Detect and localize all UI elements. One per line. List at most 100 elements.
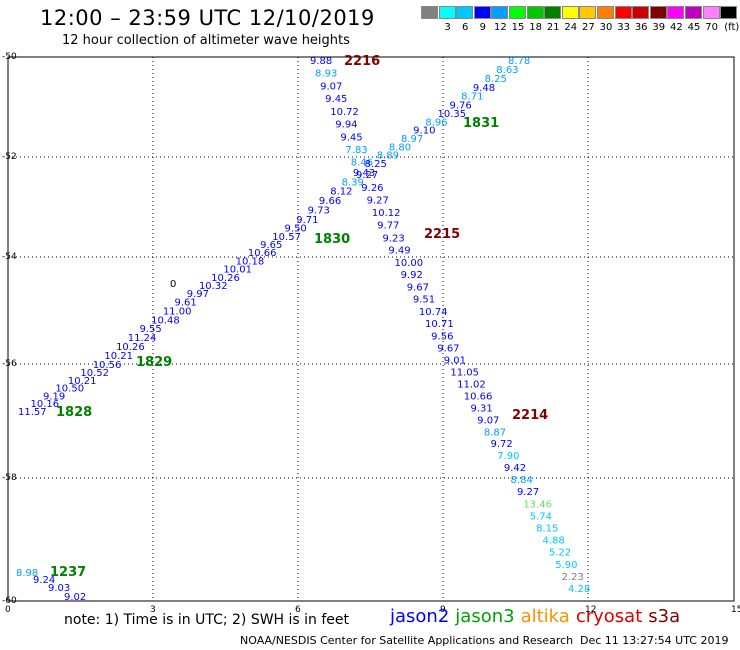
legend-label: 45 (687, 22, 701, 33)
legend-swatch (561, 6, 579, 19)
pass-id-label: 1831 (463, 116, 499, 131)
wave-height-value: 9.48 (473, 83, 495, 94)
legend-unit: (ft) (724, 22, 740, 33)
wave-height-value: 8.84 (511, 475, 533, 486)
wave-height-value: 9.67 (437, 344, 459, 355)
satellite-name: cryosat (575, 606, 643, 627)
wave-height-value: 8.39 (342, 177, 364, 188)
legend-swatch (702, 6, 720, 19)
wave-height-value: 9.65 (260, 240, 282, 251)
wave-height-value: 8.89 (377, 151, 399, 162)
wave-height-value: 2.23 (562, 572, 584, 583)
legend-swatch (579, 6, 597, 19)
legend-swatch (526, 6, 544, 19)
wave-height-value: 8.25 (365, 159, 387, 170)
wave-height-value: 10.74 (419, 307, 448, 318)
legend-label: 12 (494, 22, 507, 33)
footnote: note: 1) Time is in UTC; 2) SWH is in fe… (64, 612, 350, 628)
wave-height-value: 10.21 (104, 351, 133, 362)
wave-height-value: 9.73 (308, 205, 330, 216)
wave-height-value: 10.48 (151, 315, 180, 326)
wave-height-value: 8.15 (536, 523, 558, 534)
wave-height-value: 10.18 (236, 256, 265, 267)
wave-height-value: 9.26 (361, 183, 383, 194)
wave-height-value: 8.98 (16, 568, 38, 579)
wave-height-value: 9.61 (175, 297, 197, 308)
satellite-name: jason3 (455, 606, 515, 627)
wave-height-value: 9.76 (449, 101, 471, 112)
legend-swatch (509, 6, 526, 19)
latitude-label: -54 (2, 252, 17, 262)
map-frame (7, 56, 735, 602)
pass-id-label: 2214 (512, 408, 548, 423)
legend-swatch (649, 6, 667, 19)
pass-id-label: 2216 (344, 54, 380, 69)
legend-swatch (614, 6, 632, 19)
wave-height-value: 10.01 (223, 265, 252, 276)
wave-height-value: 9.31 (470, 403, 492, 414)
wave-height-value: 5.22 (549, 548, 571, 559)
legend-swatch (491, 6, 509, 19)
wave-height-value: 9.72 (491, 439, 513, 450)
wave-height-value: 9.67 (407, 282, 429, 293)
legend-label: 30 (599, 22, 613, 33)
wave-height-value: 9.07 (320, 81, 342, 92)
wave-height-value: 9.27 (356, 170, 378, 181)
longitude-label: 0 (5, 605, 11, 615)
wave-height-value: 9.02 (64, 592, 86, 603)
wave-height-value: 9.51 (413, 295, 435, 306)
wave-height-value: 10.72 (330, 107, 359, 118)
legend-swatch (597, 6, 614, 19)
legend-label: 27 (582, 22, 595, 33)
legend-label: 3 (444, 22, 451, 33)
legend-swatch (667, 6, 685, 19)
pass-id-label: 2215 (424, 227, 460, 242)
wave-height-value: 9.56 (431, 331, 453, 342)
legend-swatch (685, 6, 702, 19)
pass-id-label: 1829 (136, 355, 172, 370)
wave-height-value: 7.83 (345, 145, 367, 156)
wave-height-value: 8.96 (425, 117, 447, 128)
wave-height-value: 9.27 (517, 487, 539, 498)
legend-label: 42 (670, 22, 683, 33)
longitude-label: 3 (150, 605, 156, 615)
latitude-label: -52 (2, 152, 17, 162)
timestamp-text: Dec 11 13:27:54 UTC 2019 (580, 634, 729, 647)
wave-height-value: 10.52 (80, 368, 109, 379)
wave-height-value: 9.43 (353, 168, 375, 179)
wave-height-value: 10.71 (425, 319, 454, 330)
latitude-label: -50 (2, 52, 17, 62)
wave-height-value: 9.55 (139, 324, 161, 335)
satellite-name: altika (520, 606, 570, 627)
map-title: 12:00 – 23:59 UTC 12/10/2019 (40, 6, 375, 30)
legend-swatch (473, 6, 491, 19)
wave-height-value: 11.57 (18, 407, 47, 418)
wave-height-value: 5.74 (530, 511, 552, 522)
wave-height-value: 10.66 (248, 248, 277, 259)
wave-height-value: 9.10 (413, 126, 435, 137)
legend-swatch (456, 6, 474, 19)
wave-height-value: 9.03 (48, 583, 70, 594)
latitude-label: -58 (2, 473, 17, 483)
wave-height-value: 8.93 (315, 69, 337, 80)
longitude-label: 6 (295, 605, 301, 615)
wave-height-value: 4.88 (542, 536, 564, 547)
legend-swatch (438, 6, 456, 19)
wave-height-value: 9.92 (401, 270, 423, 281)
wave-height-value: 5.90 (555, 560, 577, 571)
wave-height-value: 9.77 (377, 221, 399, 232)
legend-label: 6 (462, 22, 469, 33)
wave-height-value: 10.32 (199, 281, 228, 292)
pass-id-label: 1237 (50, 565, 86, 580)
wave-height-value: 9.49 (388, 246, 410, 257)
pass-id-label: 1828 (56, 405, 92, 420)
wave-height-value: 9.97 (187, 289, 209, 300)
wave-height-value: 9.88 (310, 56, 332, 67)
legend-label: 36 (634, 22, 648, 33)
wave-height-value: 9.71 (296, 215, 318, 226)
wave-height-value: 7.90 (497, 451, 519, 462)
wave-height-value: 8.25 (485, 74, 507, 85)
legend-label: 39 (652, 22, 666, 33)
wave-height-value: 9.42 (504, 463, 526, 474)
latitude-label: -56 (2, 359, 17, 369)
